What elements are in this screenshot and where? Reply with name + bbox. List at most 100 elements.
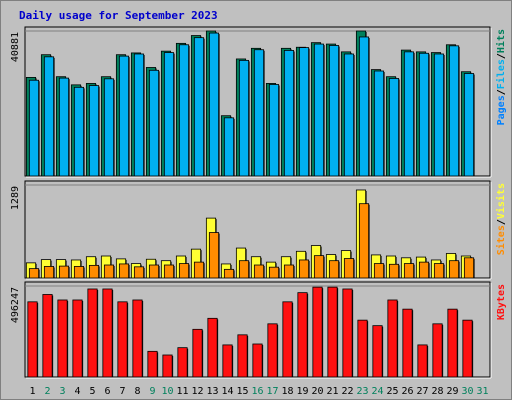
x-tick-label: 2 <box>44 386 50 397</box>
bar-sites <box>118 263 130 279</box>
legend-separator: / <box>496 53 507 59</box>
legend-sites: Sites <box>495 225 507 255</box>
bar-sites <box>298 259 310 279</box>
bar-sites <box>433 263 445 279</box>
y-max-label: 1289 <box>10 186 21 210</box>
bar-sites <box>418 261 430 279</box>
x-tick-label: 1 <box>29 386 35 397</box>
x-tick-label: 16 <box>251 386 263 397</box>
y-max-label: 496247 <box>10 287 21 323</box>
x-tick-label: 31 <box>476 386 488 397</box>
x-tick-label: 30 <box>461 386 473 397</box>
x-tick-label: 17 <box>266 386 278 397</box>
bar-files <box>298 47 310 177</box>
bar-files <box>28 79 40 177</box>
bar-kbytes <box>357 319 368 378</box>
bar-files <box>358 36 370 177</box>
x-tick-label: 4 <box>74 386 80 397</box>
bar-kbytes <box>87 288 98 378</box>
bar-kbytes <box>162 354 173 378</box>
bar-files <box>133 53 145 177</box>
x-tick-label: 25 <box>386 386 398 397</box>
x-tick-label: 27 <box>416 386 428 397</box>
bar-kbytes <box>432 323 443 378</box>
bar-files <box>223 117 235 177</box>
legend-hits: Hits <box>495 29 507 53</box>
bar-sites <box>313 255 325 279</box>
x-tick-label: 9 <box>149 386 155 397</box>
bar-files <box>73 86 85 177</box>
bar-sites <box>358 203 370 279</box>
bar-sites <box>163 264 175 279</box>
x-tick-label: 24 <box>371 386 383 397</box>
bar-sites <box>283 264 295 279</box>
bar-files <box>463 73 475 177</box>
legend-separator: / <box>496 89 507 95</box>
chart-title: Daily usage for September 2023 <box>19 9 218 22</box>
bar-files <box>268 84 280 177</box>
bar-files <box>373 70 385 177</box>
bar-sites <box>133 266 145 279</box>
bar-kbytes <box>387 299 398 378</box>
bar-kbytes <box>447 308 458 378</box>
bar-kbytes <box>117 301 128 378</box>
x-tick-label: 5 <box>89 386 95 397</box>
bar-sites <box>208 232 220 279</box>
bar-kbytes <box>327 286 338 378</box>
bar-kbytes <box>147 350 158 378</box>
bar-files <box>238 59 250 177</box>
bar-kbytes <box>237 334 248 378</box>
x-tick-label: 10 <box>161 386 173 397</box>
bar-sites <box>148 264 160 279</box>
bar-kbytes <box>312 286 323 378</box>
bar-kbytes <box>297 292 308 378</box>
bar-kbytes <box>72 299 83 378</box>
bar-kbytes <box>462 319 473 378</box>
x-tick-label: 12 <box>191 386 203 397</box>
bar-sites <box>88 264 100 279</box>
bar-files <box>58 77 70 177</box>
bar-sites <box>223 268 235 279</box>
x-tick-label: 7 <box>119 386 125 397</box>
bar-kbytes <box>177 347 188 378</box>
bar-files <box>178 44 190 177</box>
x-tick-label: 19 <box>296 386 308 397</box>
x-tick-label: 8 <box>134 386 140 397</box>
bar-files <box>343 53 355 177</box>
legend-kbytes: KBytes <box>496 284 507 320</box>
bar-sites <box>403 263 415 279</box>
x-tick-label: 26 <box>401 386 413 397</box>
bar-kbytes <box>282 301 293 378</box>
x-tick-label: 14 <box>221 386 233 397</box>
bar-files <box>403 51 415 177</box>
x-tick-label: 23 <box>356 386 368 397</box>
bar-files <box>43 56 55 177</box>
bar-sites <box>463 257 475 279</box>
bar-sites <box>388 263 400 279</box>
bar-sites <box>343 258 355 279</box>
x-tick-label: 11 <box>176 386 188 397</box>
bar-files <box>103 78 115 177</box>
bar-files <box>418 52 430 177</box>
bar-kbytes <box>102 288 113 378</box>
bar-sites <box>193 261 205 279</box>
bar-kbytes <box>57 299 68 378</box>
bar-kbytes <box>417 344 428 378</box>
bar-sites <box>73 266 85 279</box>
bar-kbytes <box>42 294 53 378</box>
bar-sites <box>373 263 385 279</box>
legend-files: Files <box>495 59 507 89</box>
bar-files <box>433 53 445 177</box>
bar-sites <box>178 263 190 279</box>
bar-sites <box>328 260 340 279</box>
bar-files <box>88 85 100 177</box>
x-tick-label: 15 <box>236 386 248 397</box>
bar-sites <box>43 266 55 279</box>
bar-kbytes <box>267 323 278 378</box>
bar-sites <box>268 266 280 279</box>
bar-sites <box>58 265 70 279</box>
bar-files <box>448 45 460 177</box>
bar-sites <box>238 260 250 279</box>
